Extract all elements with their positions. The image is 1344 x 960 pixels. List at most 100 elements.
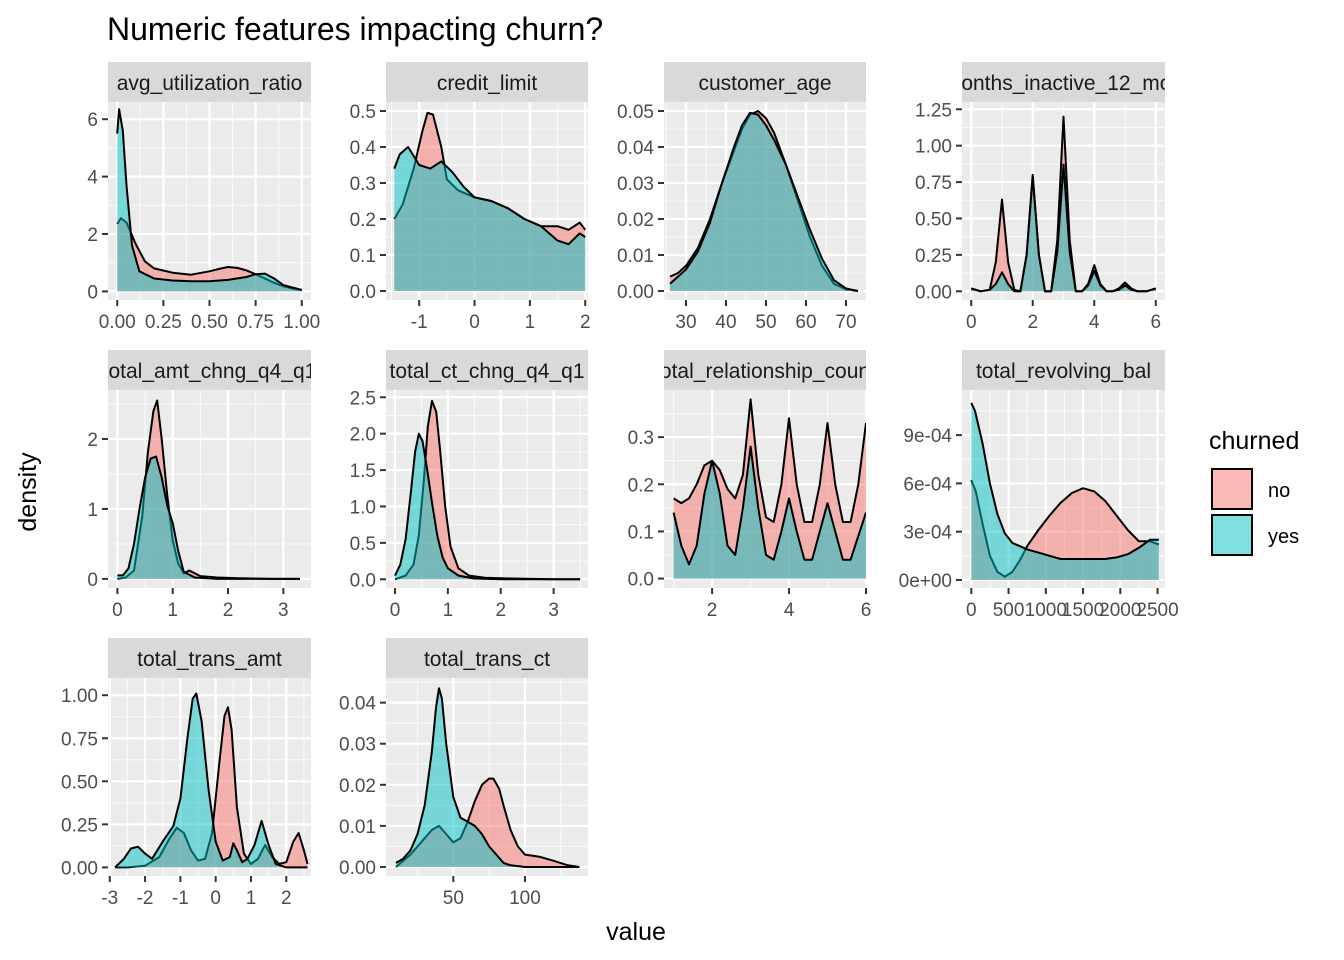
density-area-yes bbox=[673, 446, 866, 579]
y-tick-label: 0.75 bbox=[915, 173, 952, 194]
y-tick-label: 0.50 bbox=[61, 772, 98, 793]
y-tick-label: 6 bbox=[87, 110, 98, 131]
y-tick-label: 0.2 bbox=[628, 475, 654, 496]
x-tick-label: 0.00 bbox=[99, 312, 136, 333]
x-tick-label: 100 bbox=[509, 888, 541, 909]
density-areas bbox=[393, 111, 586, 291]
y-tick-label: 0.1 bbox=[350, 246, 376, 267]
x-tick-label: 0 bbox=[390, 600, 401, 621]
density-line-yes bbox=[669, 111, 859, 292]
x-tick-label: 2 bbox=[1027, 312, 1038, 333]
y-tick-label: 0e+00 bbox=[899, 571, 952, 592]
x-tick-label: 0 bbox=[210, 888, 221, 909]
y-tick-label: 1.00 bbox=[61, 686, 98, 707]
axes: 0 1 2 3 0.0 0.5 1.0 1.5 2.0 2.5 bbox=[350, 388, 559, 621]
y-tick-label: 2.5 bbox=[350, 388, 376, 409]
axes: 30 40 50 60 70 0.00 0.01 0.02 0.03 0.04 0.05 bbox=[617, 102, 857, 333]
facet-strip-label: total_relationship_count bbox=[654, 360, 876, 383]
x-tick-label: -2 bbox=[137, 888, 154, 909]
density-line-yes bbox=[116, 108, 303, 291]
y-tick-label: 0.00 bbox=[61, 858, 98, 879]
density-areas bbox=[672, 398, 866, 579]
axes: -1 0 1 2 0.0 0.1 0.2 0.3 0.4 0.5 bbox=[350, 102, 591, 333]
x-tick-label: 4 bbox=[1089, 312, 1100, 333]
y-tick-label: 6e-04 bbox=[903, 474, 952, 495]
y-tick-label: 9e-04 bbox=[903, 426, 952, 447]
y-tick-label: 2 bbox=[87, 225, 98, 246]
y-tick-label: 4 bbox=[87, 168, 98, 189]
panel-customer-age: customer_age 30 40 50 60 70 0.00 0.01 0.02 0.03 0.… bbox=[617, 62, 866, 333]
x-tick-label: 500 bbox=[993, 600, 1025, 621]
panel-total-relationship-count: total_relationship_count 2 4 6 0.0 0.1 0.2 0.3 bbox=[628, 350, 876, 621]
facet-strip bbox=[664, 62, 866, 102]
density-line-yes bbox=[117, 455, 300, 580]
density-area-yes bbox=[117, 109, 302, 292]
x-tick-label: 0.25 bbox=[145, 312, 182, 333]
x-tick-label: 1 bbox=[246, 888, 257, 909]
facet-strip-label: total_ct_chng_q4_q1 bbox=[390, 360, 585, 383]
facet-strip-label: total_trans_ct bbox=[424, 648, 550, 671]
x-tick-label: 30 bbox=[675, 312, 696, 333]
x-tick-label: 1 bbox=[525, 312, 536, 333]
facet-strip bbox=[386, 350, 588, 390]
y-tick-label: 0.02 bbox=[617, 210, 654, 231]
x-tick-label: 1500 bbox=[1062, 600, 1104, 621]
axes: 0 2 4 6 0.00 0.25 0.50 0.75 1.00 1.25 bbox=[915, 100, 1161, 333]
panel-total-trans-ct: total_trans_ct 50 100 0.00 0.01 0.02 0.03 0.04 bbox=[339, 638, 588, 909]
density-areas bbox=[669, 110, 859, 292]
legend-title: churned bbox=[1209, 427, 1299, 455]
facet-strip-label: total_trans_amt bbox=[137, 648, 282, 671]
density-area-no bbox=[971, 480, 1159, 580]
density-line-yes bbox=[395, 687, 580, 868]
density-areas bbox=[117, 399, 300, 580]
legend-key-swatch bbox=[1211, 468, 1253, 510]
x-tick-label: 50 bbox=[755, 312, 776, 333]
x-tick-label: 0 bbox=[966, 600, 977, 621]
panel-avg-utilization-ratio: avg_utilization_ratio 0.00 0.25 0.50 0.75 1.0… bbox=[87, 62, 320, 333]
y-tick-label: 0.25 bbox=[61, 815, 98, 836]
x-tick-label: 2 bbox=[281, 888, 292, 909]
density-area-no bbox=[395, 400, 581, 580]
y-tick-label: 1 bbox=[87, 500, 98, 521]
y-tick-label: 0.25 bbox=[915, 246, 952, 267]
density-areas bbox=[116, 108, 303, 292]
x-tick-label: 3 bbox=[548, 600, 559, 621]
y-tick-label: 1.5 bbox=[350, 461, 376, 482]
x-tick-label: 1000 bbox=[1025, 600, 1067, 621]
y-tick-label: 0.0 bbox=[350, 570, 376, 591]
x-tick-label: 40 bbox=[715, 312, 736, 333]
density-area-yes bbox=[670, 112, 858, 291]
y-tick-label: 1.0 bbox=[350, 497, 376, 518]
density-line-yes bbox=[672, 445, 866, 566]
y-tick-label: 0.01 bbox=[339, 817, 376, 838]
x-tick-label: 2 bbox=[495, 600, 506, 621]
facet-strip-label: total_revolving_bal bbox=[976, 360, 1151, 383]
density-areas bbox=[970, 402, 1160, 580]
legend-item-yes: yes bbox=[1211, 514, 1299, 556]
y-axis-title: density bbox=[14, 452, 42, 532]
x-tick-label: 2000 bbox=[1099, 600, 1141, 621]
axes: 50 100 0.00 0.01 0.02 0.03 0.04 bbox=[339, 694, 541, 909]
density-line-no bbox=[970, 115, 1157, 293]
axes: 0.00 0.25 0.50 0.75 1.00 0 2 4 6 bbox=[87, 110, 320, 333]
y-tick-label: 0.04 bbox=[339, 694, 376, 715]
facet-strip-label: credit_limit bbox=[437, 72, 538, 95]
x-tick-label: 2500 bbox=[1136, 600, 1178, 621]
x-tick-label: 60 bbox=[795, 312, 816, 333]
y-tick-label: 0.5 bbox=[350, 102, 376, 123]
panel-total-trans-amt: total_trans_amt -3 -2 -1 0 1 2 0.00 0.25 0.50 0.75… bbox=[61, 638, 311, 909]
density-areas bbox=[114, 692, 309, 869]
density-area-yes bbox=[396, 688, 580, 867]
facet-strip-label: customer_age bbox=[698, 72, 831, 95]
y-tick-label: 0.4 bbox=[350, 138, 377, 159]
chart-title: Numeric features impacting churn? bbox=[107, 11, 603, 47]
y-tick-label: 0.01 bbox=[617, 246, 654, 267]
y-tick-label: 0.3 bbox=[628, 428, 654, 449]
legend-key-swatch bbox=[1211, 514, 1253, 556]
y-tick-label: 1.00 bbox=[915, 137, 952, 158]
x-tick-label: 70 bbox=[835, 312, 856, 333]
